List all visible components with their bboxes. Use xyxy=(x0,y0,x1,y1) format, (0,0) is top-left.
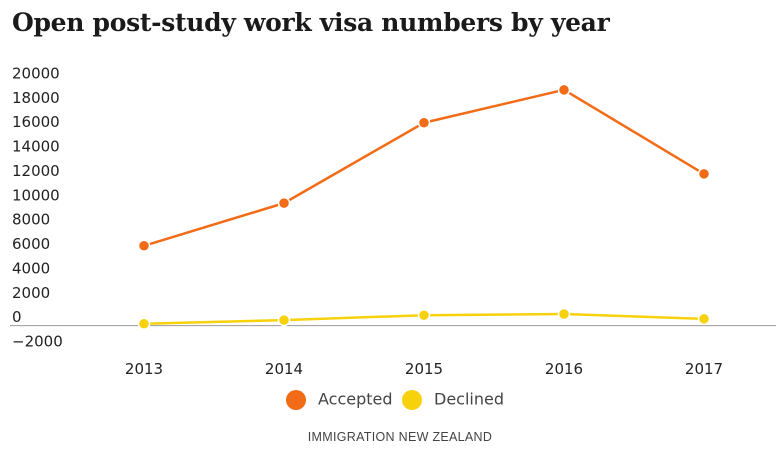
data-point-declined xyxy=(557,307,571,321)
series-points xyxy=(137,83,711,330)
data-point-accepted xyxy=(417,116,431,129)
x-tick-label: 2013 xyxy=(125,360,163,378)
source-credit: IMMIGRATION NEW ZEALAND xyxy=(307,430,493,444)
y-tick-label: 20000 xyxy=(12,65,60,83)
legend-label: Declined xyxy=(434,390,504,409)
series-line-accepted xyxy=(142,88,706,248)
legend-swatch xyxy=(402,390,422,410)
x-axis: 2013 2014 2015 2016 2017 xyxy=(125,360,723,378)
y-tick-label: 10000 xyxy=(12,186,60,204)
y-tick-label: 0 xyxy=(12,308,22,326)
y-tick-label: 18000 xyxy=(12,89,60,107)
y-tick-label: 6000 xyxy=(12,235,50,253)
legend-label: Accepted xyxy=(318,390,393,409)
x-tick-label: 2017 xyxy=(685,360,723,378)
data-point-declined xyxy=(277,313,291,327)
y-tick-label: 4000 xyxy=(12,259,50,277)
data-point-accepted xyxy=(557,83,571,97)
x-tick-label: 2015 xyxy=(405,360,443,378)
y-tick-label: 16000 xyxy=(12,113,60,131)
legend-swatch xyxy=(286,390,306,410)
chart-title: Open post-study work visa numbers by yea… xyxy=(12,8,610,37)
y-tick-label: 14000 xyxy=(12,138,60,156)
data-point-accepted xyxy=(137,239,151,253)
data-point-declined xyxy=(137,317,151,330)
x-tick-label: 2016 xyxy=(545,360,583,378)
data-point-accepted xyxy=(697,167,711,181)
data-point-accepted xyxy=(277,196,291,210)
x-tick-label: 2014 xyxy=(265,360,303,378)
y-tick-label: 8000 xyxy=(12,211,50,229)
y-tick-label: 2000 xyxy=(12,284,50,302)
y-axis: −2000 0 2000 4000 6000 8000 10000 12000 14000 160… xyxy=(12,65,63,351)
data-point-declined xyxy=(697,312,711,326)
data-point-declined xyxy=(417,308,431,322)
y-tick-label: −2000 xyxy=(12,333,63,351)
y-tick-label: 12000 xyxy=(12,162,60,180)
legend: Accepted Declined xyxy=(286,390,504,410)
